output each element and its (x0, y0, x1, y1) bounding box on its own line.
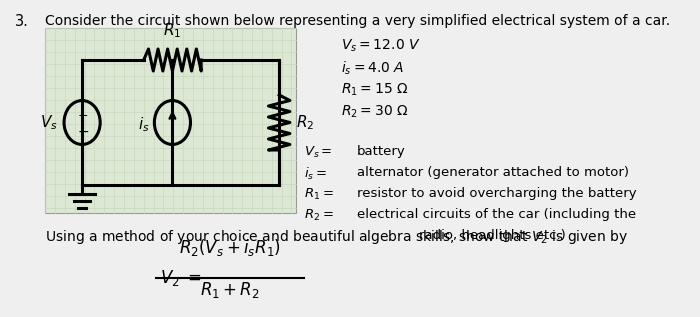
Text: $i_s = 4.0\ A$: $i_s = 4.0\ A$ (341, 60, 404, 77)
Bar (46, 28, 295, 213)
Text: $R_2(V_s + i_s R_1)$: $R_2(V_s + i_s R_1)$ (179, 237, 281, 258)
Text: +: + (78, 109, 88, 122)
Text: $V_2\ =$: $V_2\ =$ (160, 268, 202, 288)
Text: $R_1=$: $R_1=$ (304, 187, 333, 202)
Text: $R_1 = 15\ \Omega$: $R_1 = 15\ \Omega$ (341, 82, 408, 98)
Text: Consider the circuit shown below representing a very simplified electrical syste: Consider the circuit shown below represe… (46, 14, 671, 28)
Text: $i_s$: $i_s$ (138, 115, 149, 134)
Text: $V_s$: $V_s$ (40, 113, 57, 132)
Text: 3.: 3. (15, 14, 29, 29)
Text: $R_1$: $R_1$ (163, 21, 181, 40)
Text: radio, headlights etc.): radio, headlights etc.) (419, 229, 566, 242)
Text: battery: battery (357, 145, 406, 158)
Text: resistor to avoid overcharging the battery: resistor to avoid overcharging the batte… (357, 187, 637, 200)
Text: $R_2=$: $R_2=$ (304, 208, 333, 223)
Text: $i_s =$: $i_s =$ (304, 166, 327, 182)
Text: $V_s=$: $V_s=$ (304, 145, 332, 160)
Text: −: − (77, 125, 89, 139)
Text: $R_1 + R_2$: $R_1 + R_2$ (200, 280, 260, 300)
Text: electrical circuits of the car (including the: electrical circuits of the car (includin… (357, 208, 636, 221)
Text: $R_2$: $R_2$ (295, 113, 314, 132)
Text: Using a method of your choice and beautiful algebra skills, show that $V_2$ is g: Using a method of your choice and beauti… (46, 228, 629, 246)
Text: $V_s = 12.0\ V$: $V_s = 12.0\ V$ (341, 38, 421, 55)
Text: $R_2 = 30\ \Omega$: $R_2 = 30\ \Omega$ (341, 104, 408, 120)
Text: alternator (generator attached to motor): alternator (generator attached to motor) (357, 166, 629, 179)
